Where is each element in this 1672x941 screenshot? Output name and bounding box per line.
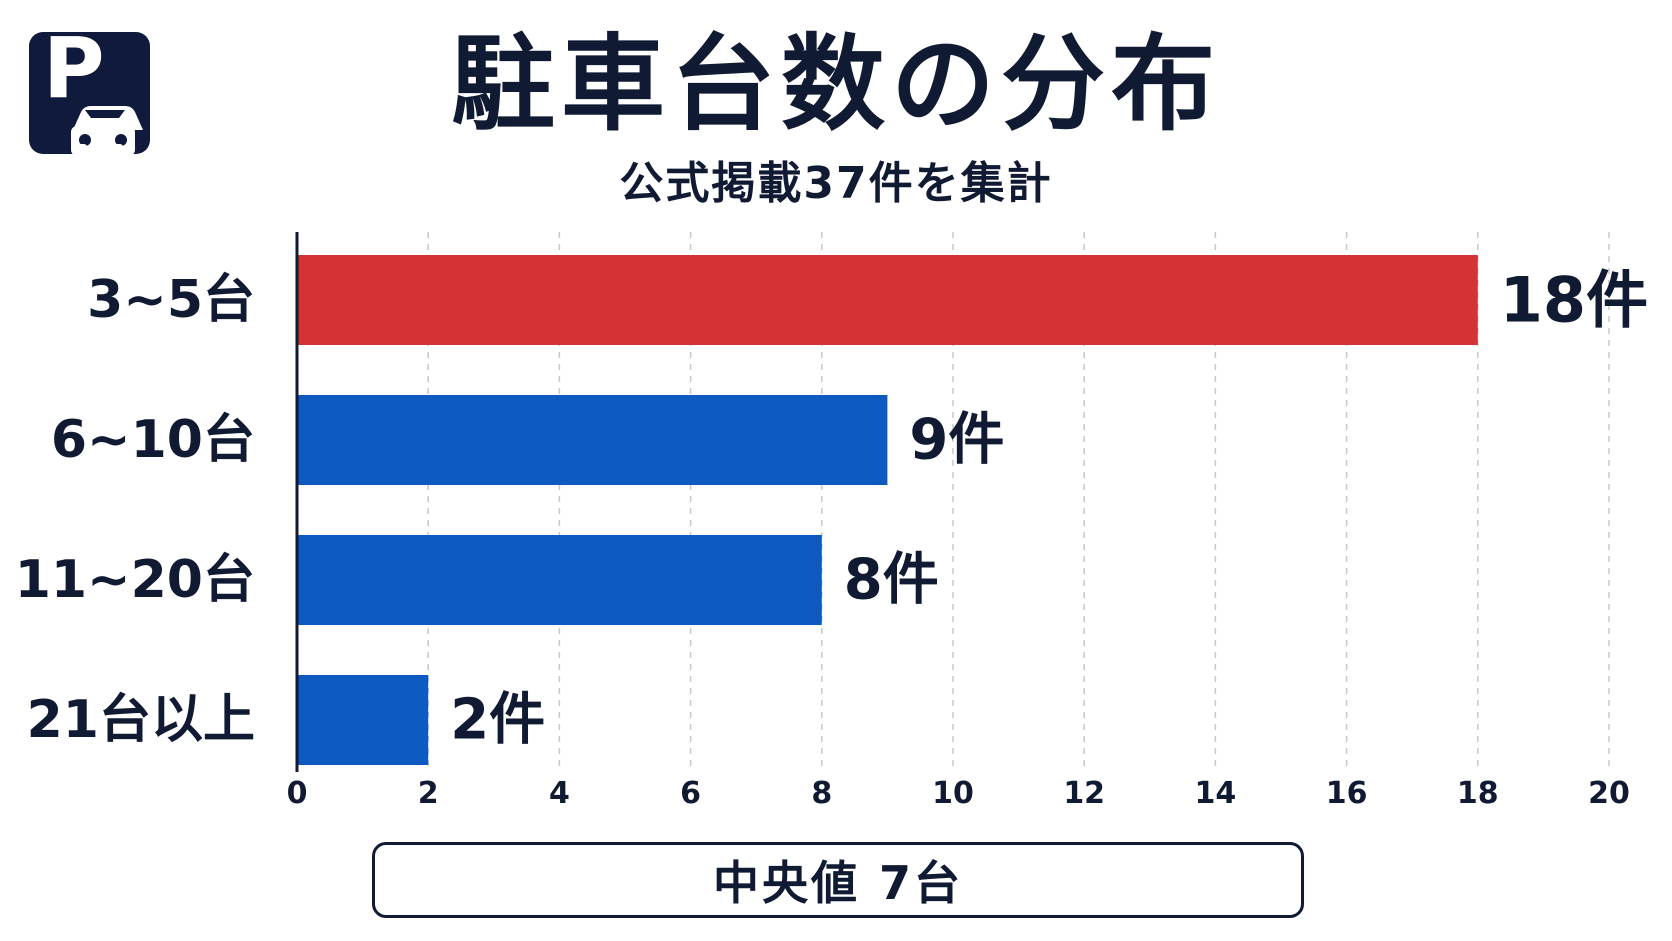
category-label: 21台以上: [27, 690, 255, 750]
category-label: 6~10台: [51, 410, 255, 470]
x-tick-label: 12: [1063, 776, 1105, 811]
category-label: 11~20台: [15, 550, 255, 610]
parking-car-icon: [71, 106, 143, 154]
x-tick-label: 8: [811, 776, 832, 811]
logo-letter: P: [43, 19, 105, 117]
value-label: 2件: [450, 688, 545, 753]
x-tick-label: 20: [1588, 776, 1630, 811]
bar: [297, 395, 888, 485]
x-tick-label: 10: [932, 776, 974, 811]
category-label: 3~5台: [87, 270, 255, 330]
x-tick-label: 18: [1457, 776, 1499, 811]
median-box: 中央値 7台: [372, 842, 1304, 918]
x-tick-label: 16: [1326, 776, 1368, 811]
bar: [297, 535, 822, 625]
x-tick-label: 2: [418, 776, 439, 811]
bar: [297, 255, 1478, 345]
value-label: 9件: [909, 408, 1004, 473]
chart-title: 駐車台数の分布: [450, 23, 1221, 145]
median-label: 中央値 7台: [712, 856, 964, 910]
value-label: 18件: [1500, 264, 1648, 337]
x-tick-label: 0: [287, 776, 308, 811]
value-label: 8件: [844, 548, 939, 613]
x-tick-label: 14: [1195, 776, 1237, 811]
bar: [297, 675, 429, 765]
x-tick-label: 6: [680, 776, 701, 811]
x-tick-label: 4: [549, 776, 570, 811]
chart-subtitle: 公式掲載37件を集計: [619, 158, 1053, 209]
parking-logo: P: [29, 26, 150, 154]
